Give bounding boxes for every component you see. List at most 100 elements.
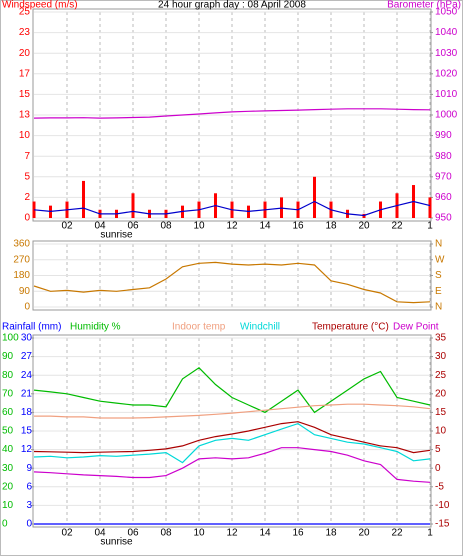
legend-label: Humidity % (70, 322, 121, 333)
y-tick-label: 100 (2, 333, 19, 344)
x-tick-label: 10 (193, 221, 205, 232)
y2-tick-label: 980 (435, 151, 452, 162)
x-tick-label: 06 (127, 528, 139, 539)
y2-tick-label: 15 (435, 407, 447, 418)
y2-tick-label: 10 (435, 426, 447, 437)
x-tick-label: 14 (259, 221, 271, 232)
y2-tick-label: 25 (435, 370, 447, 381)
x-tick-label: 20 (358, 528, 370, 539)
line (33, 421, 431, 454)
y-tick-label: 90 (19, 286, 31, 297)
x-tick-label: 08 (160, 221, 172, 232)
sunrise-label: sunrise (100, 537, 133, 548)
y2-tick-label: 1000 (435, 110, 458, 121)
y2-tick-label: -10 (435, 500, 450, 511)
y3-tick-label: 24 (21, 370, 33, 381)
y-tick-label: 90 (2, 351, 14, 362)
sunrise-label: sunrise (100, 230, 133, 241)
line (33, 447, 431, 483)
bar (32, 201, 36, 218)
x-tick-label: 18 (325, 221, 337, 232)
y-tick-label: 17 (19, 68, 31, 79)
y3-tick-label: 21 (21, 388, 33, 399)
x-tick-label: 04 (94, 221, 106, 232)
legend-label: Rainfall (mm) (2, 322, 61, 333)
y3-tick-label: 15 (21, 426, 33, 437)
y-tick-label: 0 (24, 213, 30, 224)
y-tick-label: 20 (2, 481, 14, 492)
legend-label: Windchill (240, 322, 280, 333)
y-tick-label: 15 (19, 89, 31, 100)
legend-label: Temperature (°C) (312, 322, 389, 333)
x-tick-label: 1 (427, 221, 433, 232)
y-tick-label: 10 (19, 130, 31, 141)
bar (131, 193, 135, 218)
y-axis-label: Windspeed (m/s) (2, 0, 78, 11)
y2-tick-label: 990 (435, 130, 452, 141)
x-tick-label: 22 (391, 221, 403, 232)
y2-tick-label: 950 (435, 213, 452, 224)
y-tick-label: 23 (19, 27, 31, 38)
y2-tick-label: 0 (435, 463, 441, 474)
x-tick-label: 06 (127, 221, 139, 232)
y2-axis-label: Barometer (hPa) (387, 0, 461, 11)
y-tick-label: 10 (2, 500, 14, 511)
y3-tick-label: 12 (21, 444, 33, 455)
x-tick-label: 22 (391, 528, 403, 539)
y2-tick-label: 960 (435, 192, 452, 203)
y3-tick-label: 6 (26, 481, 32, 492)
y-tick-label: 40 (2, 444, 14, 455)
x-tick-label: 02 (61, 221, 73, 232)
x-tick-label: 12 (226, 528, 238, 539)
line (33, 367, 431, 414)
bar (313, 176, 316, 218)
x-tick-label: 12 (226, 221, 238, 232)
x-tick-label: 02 (61, 528, 73, 539)
y-tick-label: 20 (19, 48, 31, 59)
y-tick-label: 70 (2, 388, 14, 399)
y2-tick-label: 1010 (435, 89, 458, 100)
y2-tick-label: 5 (435, 444, 441, 455)
y2-tick-label: 20 (435, 388, 447, 399)
bar (428, 197, 432, 218)
line (33, 422, 431, 464)
y3-tick-label: 0 (26, 519, 32, 530)
y2-tick-label: N (435, 239, 442, 250)
x-tick-label: 18 (325, 528, 337, 539)
y2-tick-label: 30 (435, 351, 447, 362)
x-tick-label: 08 (160, 528, 172, 539)
x-tick-label: 14 (259, 528, 271, 539)
y2-tick-label: -15 (435, 519, 450, 530)
y2-tick-label: N (435, 302, 442, 313)
y2-tick-label: W (435, 254, 445, 265)
y-tick-label: 25 (19, 7, 31, 18)
y2-tick-label: 970 (435, 171, 452, 182)
line (33, 108, 431, 119)
x-tick-label: 16 (292, 221, 304, 232)
y-tick-label: 5 (24, 171, 30, 182)
line (33, 200, 431, 217)
y3-tick-label: 9 (26, 463, 32, 474)
y2-tick-label: E (435, 286, 442, 297)
y-tick-label: 180 (13, 270, 30, 281)
y2-tick-label: S (435, 270, 442, 281)
y-tick-label: 360 (13, 239, 30, 250)
y-tick-label: 60 (2, 407, 14, 418)
y3-tick-label: 30 (21, 333, 33, 344)
legend-label: Indoor temp (172, 322, 226, 333)
y2-tick-label: 1050 (435, 7, 458, 18)
x-tick-label: 1 (427, 528, 433, 539)
y-tick-label: 7 (24, 151, 30, 162)
y-tick-label: 13 (19, 110, 31, 121)
y-tick-label: 30 (2, 463, 14, 474)
y2-tick-label: 35 (435, 333, 447, 344)
y3-tick-label: 3 (26, 500, 32, 511)
y2-tick-label: 1020 (435, 68, 458, 79)
y-tick-label: 270 (13, 254, 30, 265)
y2-tick-label: -5 (435, 481, 444, 492)
x-tick-label: 10 (193, 528, 205, 539)
y3-tick-label: 18 (21, 407, 33, 418)
chart-title: 24 hour graph day : 08 April 2008 (158, 0, 306, 11)
y2-tick-label: 1030 (435, 48, 458, 59)
